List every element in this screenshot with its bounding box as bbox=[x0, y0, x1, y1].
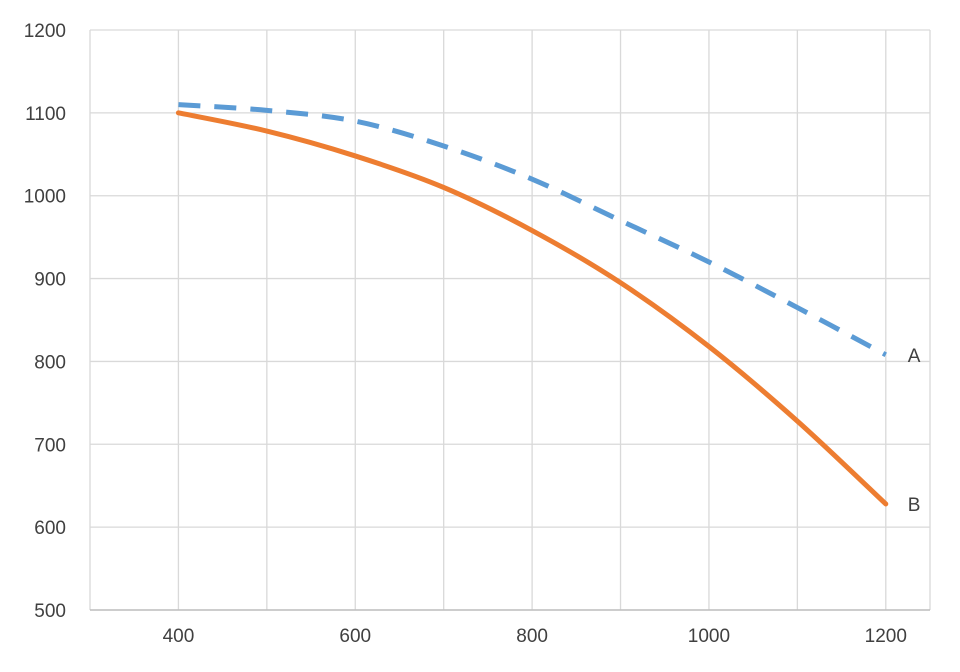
y-tick-label: 500 bbox=[34, 601, 66, 622]
grid-layer bbox=[89, 29, 931, 611]
x-tick-label: 1200 bbox=[865, 626, 907, 647]
x-tick-label: 400 bbox=[163, 626, 195, 647]
label-layer: 500 600 700 800 900 1000 1100 1200 400 600 800 1000… bbox=[24, 21, 921, 647]
y-tick-label: 700 bbox=[34, 435, 66, 456]
x-tick-label: 800 bbox=[516, 626, 548, 647]
x-tick-label: 1000 bbox=[688, 626, 730, 647]
x-tick-label: 600 bbox=[339, 626, 371, 647]
y-tick-label: 1100 bbox=[25, 104, 66, 125]
series-label-a: A bbox=[908, 346, 921, 367]
series-label-b: B bbox=[908, 495, 921, 516]
series-line-a bbox=[178, 102, 887, 358]
y-tick-label: 800 bbox=[34, 352, 66, 373]
y-tick-label: 900 bbox=[34, 270, 66, 291]
series-layer bbox=[175, 102, 889, 507]
y-tick-label: 600 bbox=[34, 518, 66, 539]
y-tick-label: 1000 bbox=[24, 187, 66, 208]
y-tick-label: 1200 bbox=[24, 21, 66, 42]
series-line-b bbox=[175, 110, 889, 507]
